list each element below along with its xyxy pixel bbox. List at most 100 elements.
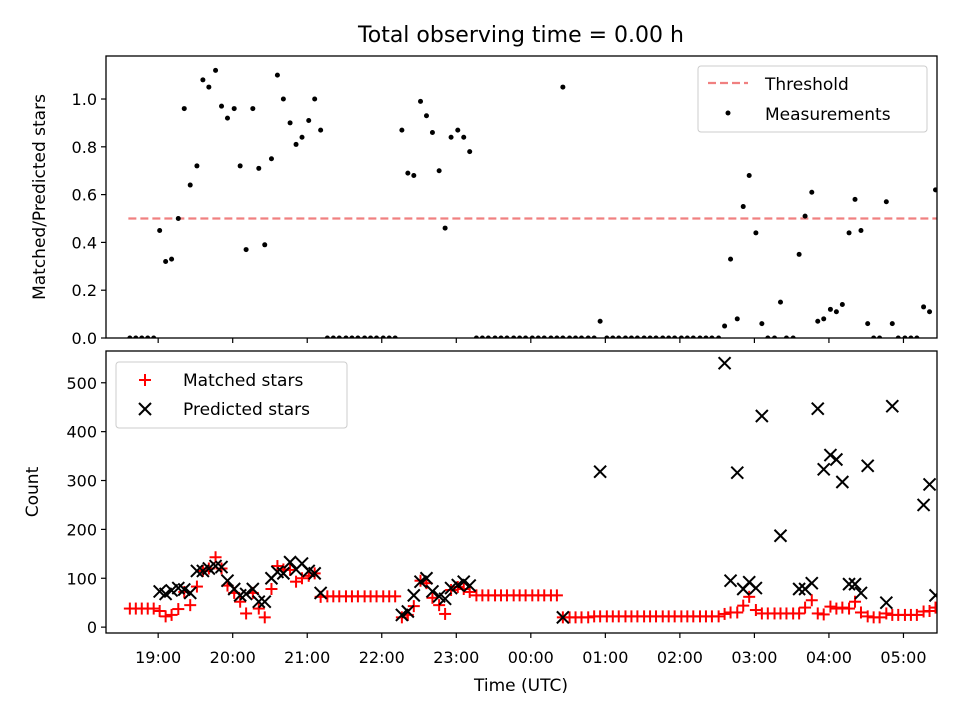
matched-star-point: [817, 608, 830, 621]
measurement-point: [399, 127, 405, 133]
measurement-point: [169, 256, 175, 262]
count-y-label: Count: [23, 466, 43, 517]
matched-star-point: [439, 607, 452, 620]
predicted-legend-swatch: [138, 402, 152, 416]
predicted-star-point: [916, 498, 931, 512]
predicted-star-point: [419, 571, 434, 585]
ratio-legend: Threshold Measurements: [697, 65, 928, 133]
predicted-star-point: [457, 574, 471, 589]
measurement-point: [262, 242, 268, 248]
predicted-star-point: [879, 595, 894, 610]
predicted-star-point: [438, 592, 452, 606]
matched-star-point: [147, 602, 160, 615]
predicted-star-point: [848, 577, 862, 591]
measurement-point: [560, 84, 566, 90]
predicted-star-point: [425, 584, 440, 599]
measurement-point: [268, 156, 274, 162]
matched-star-point: [153, 605, 166, 618]
predicted-star-point: [755, 409, 769, 423]
count-y-tick-label: 0: [87, 618, 97, 637]
measurement-point: [833, 309, 839, 315]
measurements-legend-swatch: [725, 110, 731, 116]
measurement-point: [206, 84, 212, 90]
measurement-point: [455, 127, 461, 133]
matched-star-point: [265, 583, 278, 596]
predicted-star-point: [252, 595, 266, 609]
measurement-point: [423, 113, 429, 119]
predicted-star-point: [805, 576, 819, 590]
measurement-point: [157, 227, 163, 233]
matched-star-point: [873, 611, 886, 624]
measurement-point: [946, 336, 951, 341]
matched-star-point: [743, 590, 756, 603]
measurement-point: [448, 134, 454, 140]
predicted-star-point: [183, 586, 197, 600]
count-y-tick-label: 300: [66, 472, 97, 491]
predicted-star-point: [922, 477, 937, 492]
measurements-legend-label: Measurements: [765, 105, 891, 125]
measurement-point: [163, 259, 169, 265]
measurement-point: [243, 247, 249, 253]
count-x-label: Time (UTC): [473, 676, 568, 696]
measurement-point: [852, 196, 858, 202]
measurement-point: [187, 182, 193, 188]
matched-star-point: [854, 606, 867, 619]
count-y-tick-label: 400: [66, 423, 97, 442]
predicted-star-point: [401, 604, 415, 619]
predicted-star-point: [823, 448, 838, 462]
predicted-star-point: [214, 560, 229, 574]
ratio-y-tick-label: 0.0: [72, 329, 97, 348]
count-x-tick-label: 03:00: [731, 648, 777, 667]
matched-star-point: [550, 589, 563, 602]
measurement-point: [821, 316, 827, 322]
ratio-y-ticks: 0.0 0.2 0.4 0.6 0.8 1.0: [72, 90, 106, 348]
count-axes-frame: [105, 350, 938, 634]
predicted-star-point: [885, 399, 899, 413]
measurement-point: [921, 304, 927, 310]
count-x-tick-label: 05:00: [880, 648, 926, 667]
matched-star-point: [955, 602, 960, 614]
ratio-y-tick-label: 1.0: [72, 90, 97, 109]
predicted-star-point: [407, 588, 421, 603]
measurement-point: [293, 141, 299, 147]
matched-star-point: [843, 602, 856, 615]
matched-star-point: [793, 607, 806, 620]
matched-star-point: [805, 594, 818, 607]
measurement-point: [839, 302, 845, 308]
measurement-point: [213, 67, 219, 73]
measurement-point: [429, 129, 435, 135]
measurement-point: [231, 106, 237, 112]
predicted-star-point: [835, 475, 850, 489]
matched-star-point: [712, 610, 725, 623]
matched-star-point: [463, 585, 476, 598]
threshold-legend-label: Threshold: [764, 75, 849, 95]
ratio-axes-frame: [105, 55, 938, 339]
measurement-point: [306, 118, 312, 124]
matched-star-point: [433, 599, 446, 612]
predicted-star-point: [842, 577, 856, 591]
matched-star-point: [172, 603, 185, 616]
predicted-star-point: [307, 566, 322, 581]
measurement-point: [597, 318, 603, 324]
measurement-point: [728, 256, 734, 262]
count-marks: [123, 356, 960, 625]
measurement-point: [418, 98, 424, 104]
matched-star-point: [910, 608, 923, 621]
measurement-point: [889, 321, 895, 327]
predicted-star-point: [239, 587, 253, 601]
predicted-star-point: [717, 356, 732, 370]
ratio-y-label: Matched/Predicted stars: [30, 94, 50, 300]
measurement-point: [200, 77, 206, 83]
matched-star-point: [190, 580, 203, 593]
measurement-point: [802, 213, 808, 219]
measurement-point: [933, 187, 937, 193]
predicted-star-point: [723, 573, 738, 588]
measurement-point: [740, 204, 746, 210]
matched-star-point: [184, 599, 197, 612]
matched-star-point: [737, 599, 750, 612]
matched-star-point: [948, 602, 960, 614]
ratio-x-ticks: [157, 338, 905, 343]
matched-star-point: [718, 607, 731, 620]
ratio-panel: 0.0 0.2 0.4 0.6 0.8 1.0 Matched/Predicted sta…: [30, 55, 951, 348]
